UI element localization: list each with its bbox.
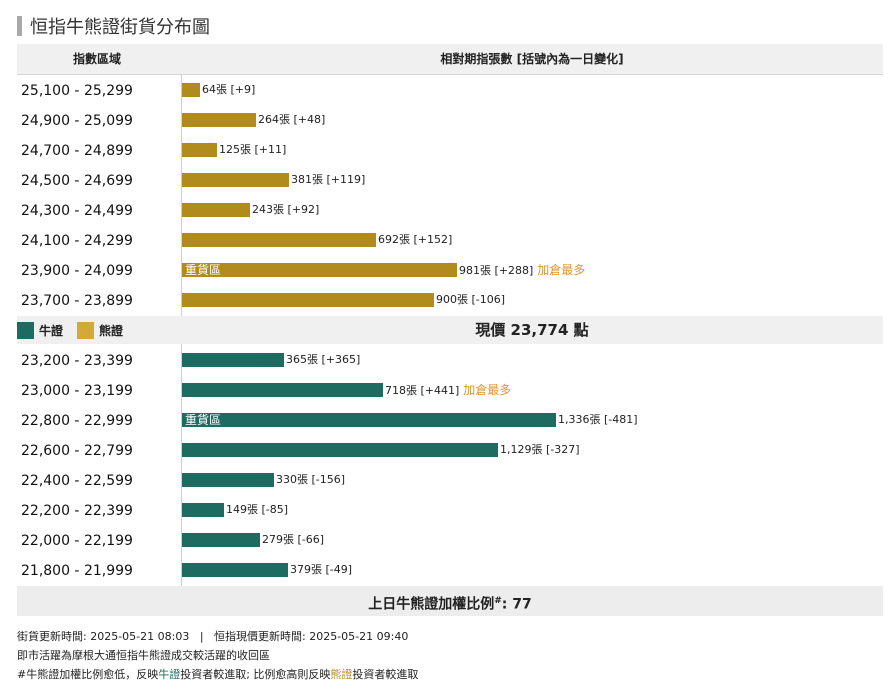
bull-bar xyxy=(182,383,383,397)
bull-range-label: 23,000 - 23,199 xyxy=(21,383,133,399)
legend-swatch-bull xyxy=(17,321,34,339)
data-label-text: 243張 [+92] xyxy=(252,203,320,216)
data-label-text: 381張 [+119] xyxy=(291,173,366,186)
header-contracts: 相對期指張數 [括號內為一日變化] xyxy=(440,52,624,66)
footnotes: 街貨更新時間: 2025-05-21 08:03 | 恒指現價更新時間: 202… xyxy=(17,627,418,684)
bull-range-label: 21,800 - 21,999 xyxy=(21,563,133,579)
bear-range-label: 24,900 - 25,099 xyxy=(21,113,133,129)
bear-bar xyxy=(182,293,434,307)
legend-item-bull: 牛證 xyxy=(17,321,64,339)
ratio-explanation: #牛熊證加權比例愈低，反映牛證投資者較進取; 比例愈高則反映熊證投資者較進取 xyxy=(17,665,418,684)
ratio-value: : 77 xyxy=(501,596,532,613)
bear-data-label: 64張 [+9] xyxy=(202,83,255,97)
page-title: 恒指牛熊證街貨分布圖 xyxy=(30,17,210,38)
title-marker xyxy=(17,16,22,36)
legend-item-bear: 熊證 xyxy=(77,321,124,339)
heavy-zone-label: 重貨區 xyxy=(185,263,222,277)
legend-swatch-bear xyxy=(77,321,95,339)
bear-data-label: 264張 [+48] xyxy=(258,113,325,127)
bear-bar xyxy=(182,173,289,187)
max-add-note: 加倉最多 xyxy=(463,383,512,397)
data-label-text: 330張 [-156] xyxy=(276,473,346,486)
bear-data-label: 381張 [+119] xyxy=(291,173,365,187)
ratio-footnote-mark: # xyxy=(494,596,502,606)
bear-range-label: 24,300 - 24,499 xyxy=(21,203,133,219)
update-times: 街貨更新時間: 2025-05-21 08:03 | 恒指現價更新時間: 202… xyxy=(17,630,409,643)
bull-range-label: 22,200 - 22,399 xyxy=(21,503,133,519)
bull-range-label: 23,200 - 23,399 xyxy=(21,353,133,369)
bear-range-label: 25,100 - 25,299 xyxy=(21,83,133,99)
bear-range-label: 24,500 - 24,699 xyxy=(21,173,133,189)
max-add-note: 加倉最多 xyxy=(537,263,586,277)
data-label-text: 64張 [+9] xyxy=(202,83,256,96)
header-index-range: 指數區域 xyxy=(72,52,121,66)
heavy-zone-label: 重貨區 xyxy=(185,413,222,427)
data-label-text: 149張 [-85] xyxy=(226,503,289,516)
bull-bar xyxy=(182,503,224,517)
bear-data-label: 692張 [+152] xyxy=(378,233,452,247)
data-label-text: 692張 [+152] xyxy=(378,233,453,246)
bull-bar xyxy=(182,443,498,457)
bull-data-label: 365張 [+365] xyxy=(286,353,360,367)
bull-bar xyxy=(182,353,284,367)
title-bar: 恒指牛熊證街貨分布圖 xyxy=(17,14,210,38)
bull-data-label: 1,129張 [-327] xyxy=(500,443,580,457)
legend: 牛證 熊證 xyxy=(17,316,137,344)
data-label-text: 981張 [+288] xyxy=(459,264,534,277)
ratio-band: 上日牛熊證加權比例#: 77 xyxy=(17,586,883,616)
data-label-text: 264張 [+48] xyxy=(258,113,326,126)
bear-data-label: 125張 [+11] xyxy=(219,143,286,157)
bull-bar xyxy=(182,473,274,487)
data-label-text: 379張 [-49] xyxy=(290,563,353,576)
legend-label-bear: 熊證 xyxy=(99,323,124,338)
bull-data-label: 1,336張 [-481] xyxy=(558,413,638,427)
bear-bar xyxy=(182,233,376,247)
data-label-text: 125張 [+11] xyxy=(219,143,287,156)
bull-range-label: 22,800 - 22,999 xyxy=(21,413,133,429)
bear-bar xyxy=(182,143,217,157)
ratio-note-b: 投資者較進取; 比例愈高則反映 xyxy=(180,668,331,681)
data-label-text: 900張 [-106] xyxy=(436,293,506,306)
bear-data-label: 900張 [-106] xyxy=(436,293,505,307)
active-zone-note: 即市活躍為摩根大通恒指牛熊證成交較活躍的收回區 xyxy=(17,649,270,662)
bull-data-label: 149張 [-85] xyxy=(226,503,288,517)
bull-data-label: 279張 [-66] xyxy=(262,533,324,547)
bull-column-divider xyxy=(181,344,182,586)
ratio-label: 上日牛熊證加權比例 xyxy=(368,596,495,613)
ratio-note-bull: 牛證 xyxy=(158,668,181,681)
bear-data-label: 243張 [+92] xyxy=(252,203,319,217)
bull-bar xyxy=(182,533,260,547)
bull-data-label: 718張 [+441] 加倉最多 xyxy=(385,383,511,398)
bull-range-label: 22,400 - 22,599 xyxy=(21,473,133,489)
data-label-text: 718張 [+441] xyxy=(385,384,460,397)
data-label-text: 1,129張 [-327] xyxy=(500,443,580,456)
bull-bar xyxy=(182,563,288,577)
bear-bar xyxy=(182,203,250,217)
current-price: 現價 23,774 點 xyxy=(475,321,589,339)
ratio-note-c: 投資者較進取 xyxy=(352,668,419,681)
bear-range-label: 24,100 - 24,299 xyxy=(21,233,133,249)
legend-label-bull: 牛證 xyxy=(39,323,64,338)
bull-range-label: 22,600 - 22,799 xyxy=(21,443,133,459)
data-label-text: 1,336張 [-481] xyxy=(558,413,638,426)
data-label-text: 365張 [+365] xyxy=(286,353,361,366)
bear-range-label: 23,900 - 24,099 xyxy=(21,263,133,279)
bear-bar xyxy=(182,83,200,97)
price-band: 牛證 熊證 現價 23,774 點 xyxy=(17,316,883,344)
bear-column-divider xyxy=(181,74,182,316)
bear-bar: 重貨區 xyxy=(182,263,457,277)
data-label-text: 279張 [-66] xyxy=(262,533,325,546)
weighted-ratio: 上日牛熊證加權比例#: 77 xyxy=(17,586,883,616)
bull-range-label: 22,000 - 22,199 xyxy=(21,533,133,549)
bear-range-label: 23,700 - 23,899 xyxy=(21,293,133,309)
ratio-note-a: #牛熊證加權比例愈低，反映 xyxy=(17,668,159,681)
bear-range-label: 24,700 - 24,899 xyxy=(21,143,133,159)
bull-bar: 重貨區 xyxy=(182,413,556,427)
bear-data-label: 981張 [+288] 加倉最多 xyxy=(459,263,585,278)
bull-data-label: 379張 [-49] xyxy=(290,563,352,577)
bear-bar xyxy=(182,113,256,127)
ratio-note-bear: 熊證 xyxy=(330,668,353,681)
bull-data-label: 330張 [-156] xyxy=(276,473,345,487)
table-header: 指數區域 相對期指張數 [括號內為一日變化] xyxy=(17,44,883,75)
